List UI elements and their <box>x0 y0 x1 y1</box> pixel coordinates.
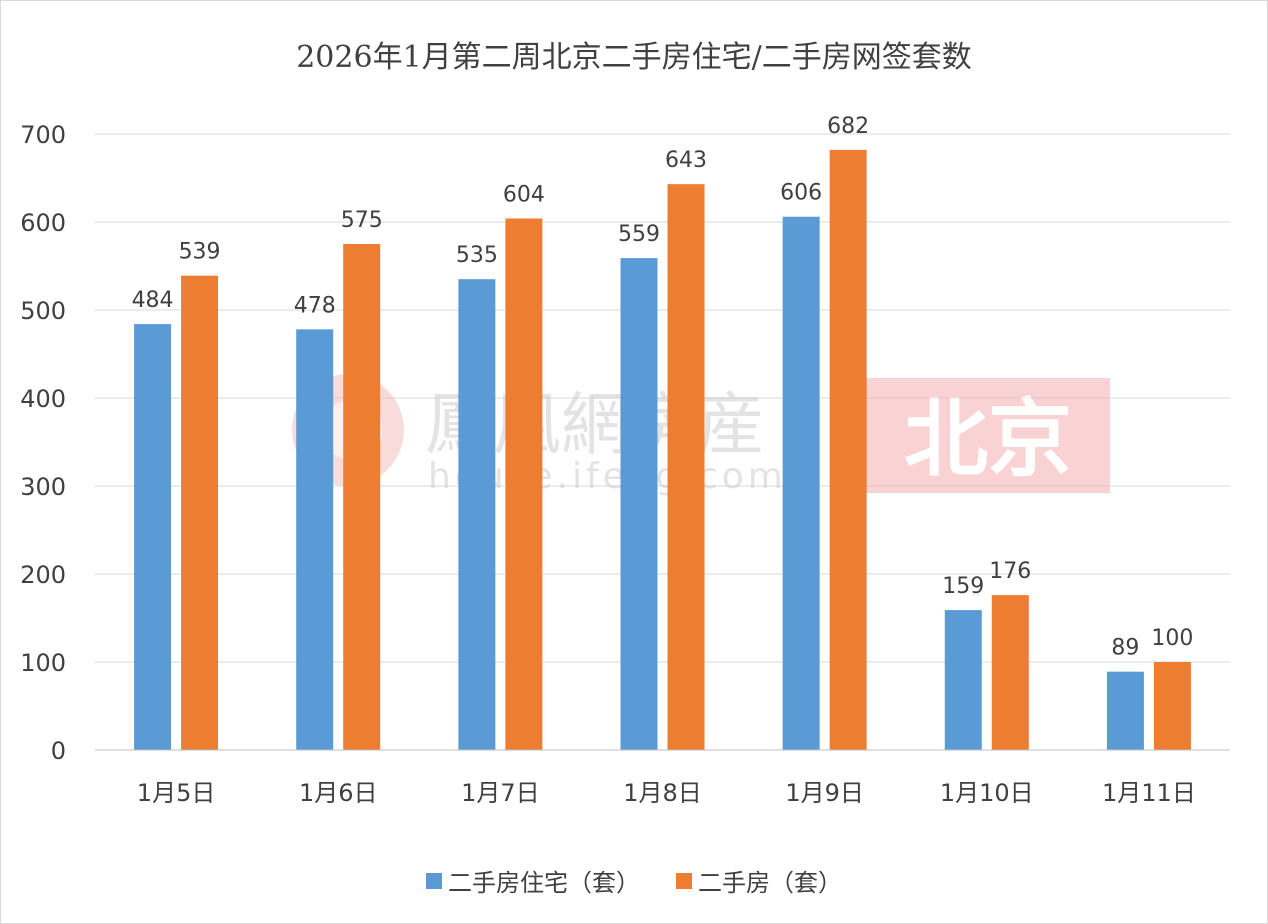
data-label: 575 <box>341 208 383 233</box>
x-tick-label: 1月5日 <box>137 779 216 807</box>
watermark-city-box <box>866 378 1110 493</box>
data-label: 604 <box>503 182 545 207</box>
x-tick-label: 1月6日 <box>299 779 378 807</box>
bar-residential-3 <box>620 258 658 750</box>
data-label: 682 <box>827 114 869 139</box>
bar-residential-1 <box>296 329 334 750</box>
x-tick-label: 1月8日 <box>623 779 702 807</box>
legend: 二手房住宅（套） 二手房（套） <box>0 863 1268 898</box>
bars <box>134 149 1191 751</box>
bar-all-6 <box>1153 662 1191 750</box>
y-tick-label: 0 <box>51 737 66 765</box>
y-tick-label: 500 <box>20 297 66 325</box>
data-label: 535 <box>456 243 498 268</box>
legend-label: 二手房住宅（套） <box>448 869 640 897</box>
bar-all-2 <box>505 218 543 751</box>
bar-all-5 <box>991 595 1029 750</box>
data-label: 559 <box>618 222 660 247</box>
y-tick-label: 200 <box>20 561 66 589</box>
data-label: 539 <box>179 240 221 265</box>
watermark-city: 北京 <box>904 390 1072 488</box>
x-tick-label: 1月9日 <box>785 779 864 807</box>
data-label: 484 <box>132 288 174 313</box>
data-label: 89 <box>1111 636 1139 661</box>
legend-swatch <box>426 872 442 889</box>
bar-residential-6 <box>1106 671 1144 750</box>
bar-all-3 <box>667 184 705 750</box>
x-tick-label: 1月10日 <box>940 779 1034 807</box>
bar-all-4 <box>829 149 867 751</box>
y-tick-label: 300 <box>20 473 66 501</box>
y-axis: 0 100 200 300 400 500 600 700 <box>20 121 66 765</box>
legend-item-all: 二手房（套） <box>676 863 842 898</box>
x-tick-label: 1月11日 <box>1102 779 1196 807</box>
chart-title: 2026年1月第二周北京二手房住宅/二手房网签套数 <box>296 40 972 75</box>
data-label: 100 <box>1151 626 1193 651</box>
data-label: 159 <box>942 574 984 599</box>
x-axis: 1月5日 1月6日 1月7日 1月8日 1月9日 1月10日 1月11日 <box>95 749 1230 807</box>
bar-residential-4 <box>782 216 820 751</box>
legend-swatch <box>676 872 692 889</box>
data-label: 176 <box>989 559 1031 584</box>
x-tick-label: 1月7日 <box>461 779 540 807</box>
y-tick-label: 700 <box>20 121 66 149</box>
legend-label: 二手房（套） <box>698 869 842 897</box>
bar-residential-5 <box>944 610 982 750</box>
y-tick-label: 100 <box>20 649 66 677</box>
data-label: 643 <box>665 148 707 173</box>
bar-all-1 <box>343 244 381 750</box>
bar-all-0 <box>181 275 219 750</box>
legend-item-residential: 二手房住宅（套） <box>426 863 640 898</box>
y-tick-label: 400 <box>20 385 66 413</box>
bar-residential-0 <box>134 324 172 750</box>
data-label: 606 <box>780 181 822 206</box>
bar-residential-2 <box>458 279 496 750</box>
y-tick-label: 600 <box>20 209 66 237</box>
data-label: 478 <box>294 293 336 318</box>
